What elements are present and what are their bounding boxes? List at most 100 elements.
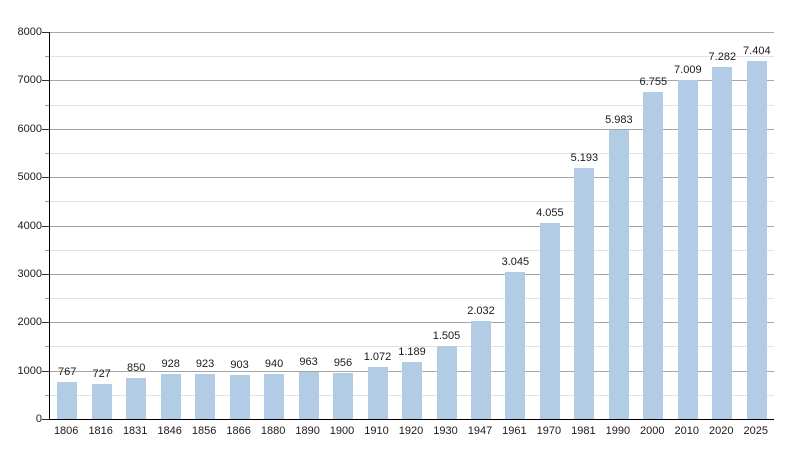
- x-axis-label-2020: 2020: [709, 425, 734, 437]
- bar-1900: [333, 372, 353, 419]
- bar-value-label-2020: 7.282: [708, 50, 737, 63]
- bar-value-label-1856: 923: [195, 358, 215, 371]
- x-axis-label-1816: 1816: [88, 425, 113, 437]
- y-axis-label-4000: 4000: [17, 219, 42, 232]
- x-axis-label-1970: 1970: [536, 425, 562, 437]
- minor-gridline-5500: [50, 152, 774, 154]
- bar-1930: [436, 346, 457, 419]
- bar-1990: [608, 129, 629, 419]
- bar-value-label-1846: 928: [161, 358, 180, 371]
- bar-value-label-2010: 7.009: [674, 63, 702, 76]
- y-axis-minor-tick-1500: [45, 346, 49, 348]
- y-axis-minor-tick-2500: [45, 298, 49, 300]
- plot-area: 767 727 850 928 923 903 940 963 956 1.072 1.189 1.5…: [49, 32, 774, 420]
- bar-1981: [574, 167, 595, 419]
- y-axis-major-tick-0: [42, 419, 49, 420]
- y-axis-label-7000: 7000: [17, 74, 42, 87]
- y-axis-label-1000: 1000: [17, 364, 42, 377]
- x-axis-label-1806: 1806: [53, 425, 79, 437]
- minor-gridline-3500: [50, 249, 774, 251]
- major-gridline-6000: [50, 128, 774, 130]
- bar-1831: [126, 377, 147, 419]
- bar-1961: [505, 271, 526, 419]
- y-axis-label-0: 0: [35, 413, 42, 425]
- x-axis-label-1846: 1846: [157, 425, 182, 437]
- minor-gridline-4500: [50, 201, 774, 203]
- y-axis-minor-tick-3500: [45, 249, 49, 251]
- bar-value-label-1890: 963: [299, 356, 318, 369]
- y-axis-minor-tick-4500: [45, 201, 49, 203]
- bar-value-label-1866: 903: [230, 359, 249, 372]
- bar-1846: [160, 374, 181, 419]
- y-axis-label-8000: 8000: [17, 26, 42, 38]
- bar-value-label-2025: 7.404: [743, 44, 771, 57]
- bar-1816: [91, 383, 112, 419]
- bar-value-label-1961: 3.045: [501, 255, 530, 268]
- bar-value-label-1990: 5.983: [605, 113, 633, 126]
- y-axis-minor-tick-7500: [45, 56, 49, 58]
- bar-value-label-1900: 956: [333, 356, 353, 369]
- x-axis-label-1890: 1890: [295, 425, 320, 437]
- x-axis-label-1930: 1930: [433, 425, 458, 437]
- minor-gridline-2500: [50, 298, 774, 300]
- y-axis-major-tick-8000: [42, 32, 49, 33]
- bar-value-label-1981: 5.193: [570, 151, 599, 164]
- bar-1890: [298, 372, 319, 419]
- y-axis-minor-tick-500: [45, 394, 49, 396]
- bar-value-label-1920: 1.189: [398, 345, 426, 358]
- bar-1920: [402, 361, 422, 419]
- bar-value-label-1880: 940: [264, 357, 284, 370]
- bar-value-label-1970: 4.055: [536, 206, 564, 219]
- major-gridline-4000: [50, 225, 774, 227]
- bar-value-label-1806: 767: [58, 365, 77, 378]
- y-axis-label-3000: 3000: [17, 267, 42, 280]
- major-gridline-7000: [50, 80, 774, 82]
- major-gridline-8000: [50, 32, 774, 33]
- y-axis-label-2000: 2000: [17, 316, 42, 329]
- minor-gridline-7500: [50, 56, 774, 58]
- bar-2000: [643, 92, 664, 419]
- bar-2020: [712, 66, 733, 419]
- x-axis-label-1856: 1856: [191, 425, 217, 437]
- major-gridline-5000: [50, 177, 774, 179]
- x-axis-label-1831: 1831: [122, 425, 148, 437]
- x-axis-label-2010: 2010: [674, 425, 700, 437]
- y-axis-major-tick-7000: [42, 80, 49, 82]
- bar-value-label-2000: 6.755: [639, 76, 668, 89]
- x-axis-label-1981: 1981: [571, 425, 596, 437]
- y-axis-label-6000: 6000: [17, 122, 42, 135]
- y-axis-minor-tick-6500: [45, 104, 49, 106]
- bar-1856: [195, 374, 216, 419]
- y-axis-minor-tick-5500: [45, 152, 49, 154]
- x-axis-label-2000: 2000: [640, 425, 665, 437]
- y-axis-major-tick-1000: [42, 370, 49, 372]
- y-axis-major-tick-6000: [42, 128, 49, 130]
- x-axis-label-1947: 1947: [467, 425, 493, 437]
- minor-gridline-1500: [50, 346, 774, 348]
- x-axis-label-1880: 1880: [260, 425, 286, 437]
- major-gridline-2000: [50, 322, 774, 324]
- x-axis-label-1910: 1910: [364, 425, 389, 437]
- bar-value-label-1930: 1.505: [432, 330, 461, 343]
- minor-gridline-6500: [50, 104, 774, 106]
- y-axis-major-tick-2000: [42, 322, 49, 324]
- y-axis-major-tick-3000: [42, 273, 49, 275]
- x-axis-label-2025: 2025: [743, 425, 769, 437]
- bar-value-label-1947: 2.032: [467, 304, 495, 317]
- bar-value-label-1816: 727: [92, 367, 111, 380]
- bar-1970: [539, 222, 560, 419]
- x-axis-label-1866: 1866: [226, 425, 251, 437]
- bar-1880: [264, 373, 285, 419]
- x-axis-label-1961: 1961: [502, 425, 527, 437]
- bar-2010: [677, 79, 698, 419]
- y-axis-major-tick-4000: [42, 225, 49, 227]
- x-axis-label-1900: 1900: [329, 425, 355, 437]
- bar-1947: [471, 320, 491, 419]
- y-axis-label-5000: 5000: [17, 171, 42, 184]
- bar-1910: [367, 367, 388, 419]
- y-axis-major-tick-5000: [42, 177, 49, 179]
- bar-1806: [57, 381, 78, 419]
- bar-value-label-1910: 1.072: [363, 351, 392, 364]
- bar-value-label-1831: 850: [127, 361, 146, 374]
